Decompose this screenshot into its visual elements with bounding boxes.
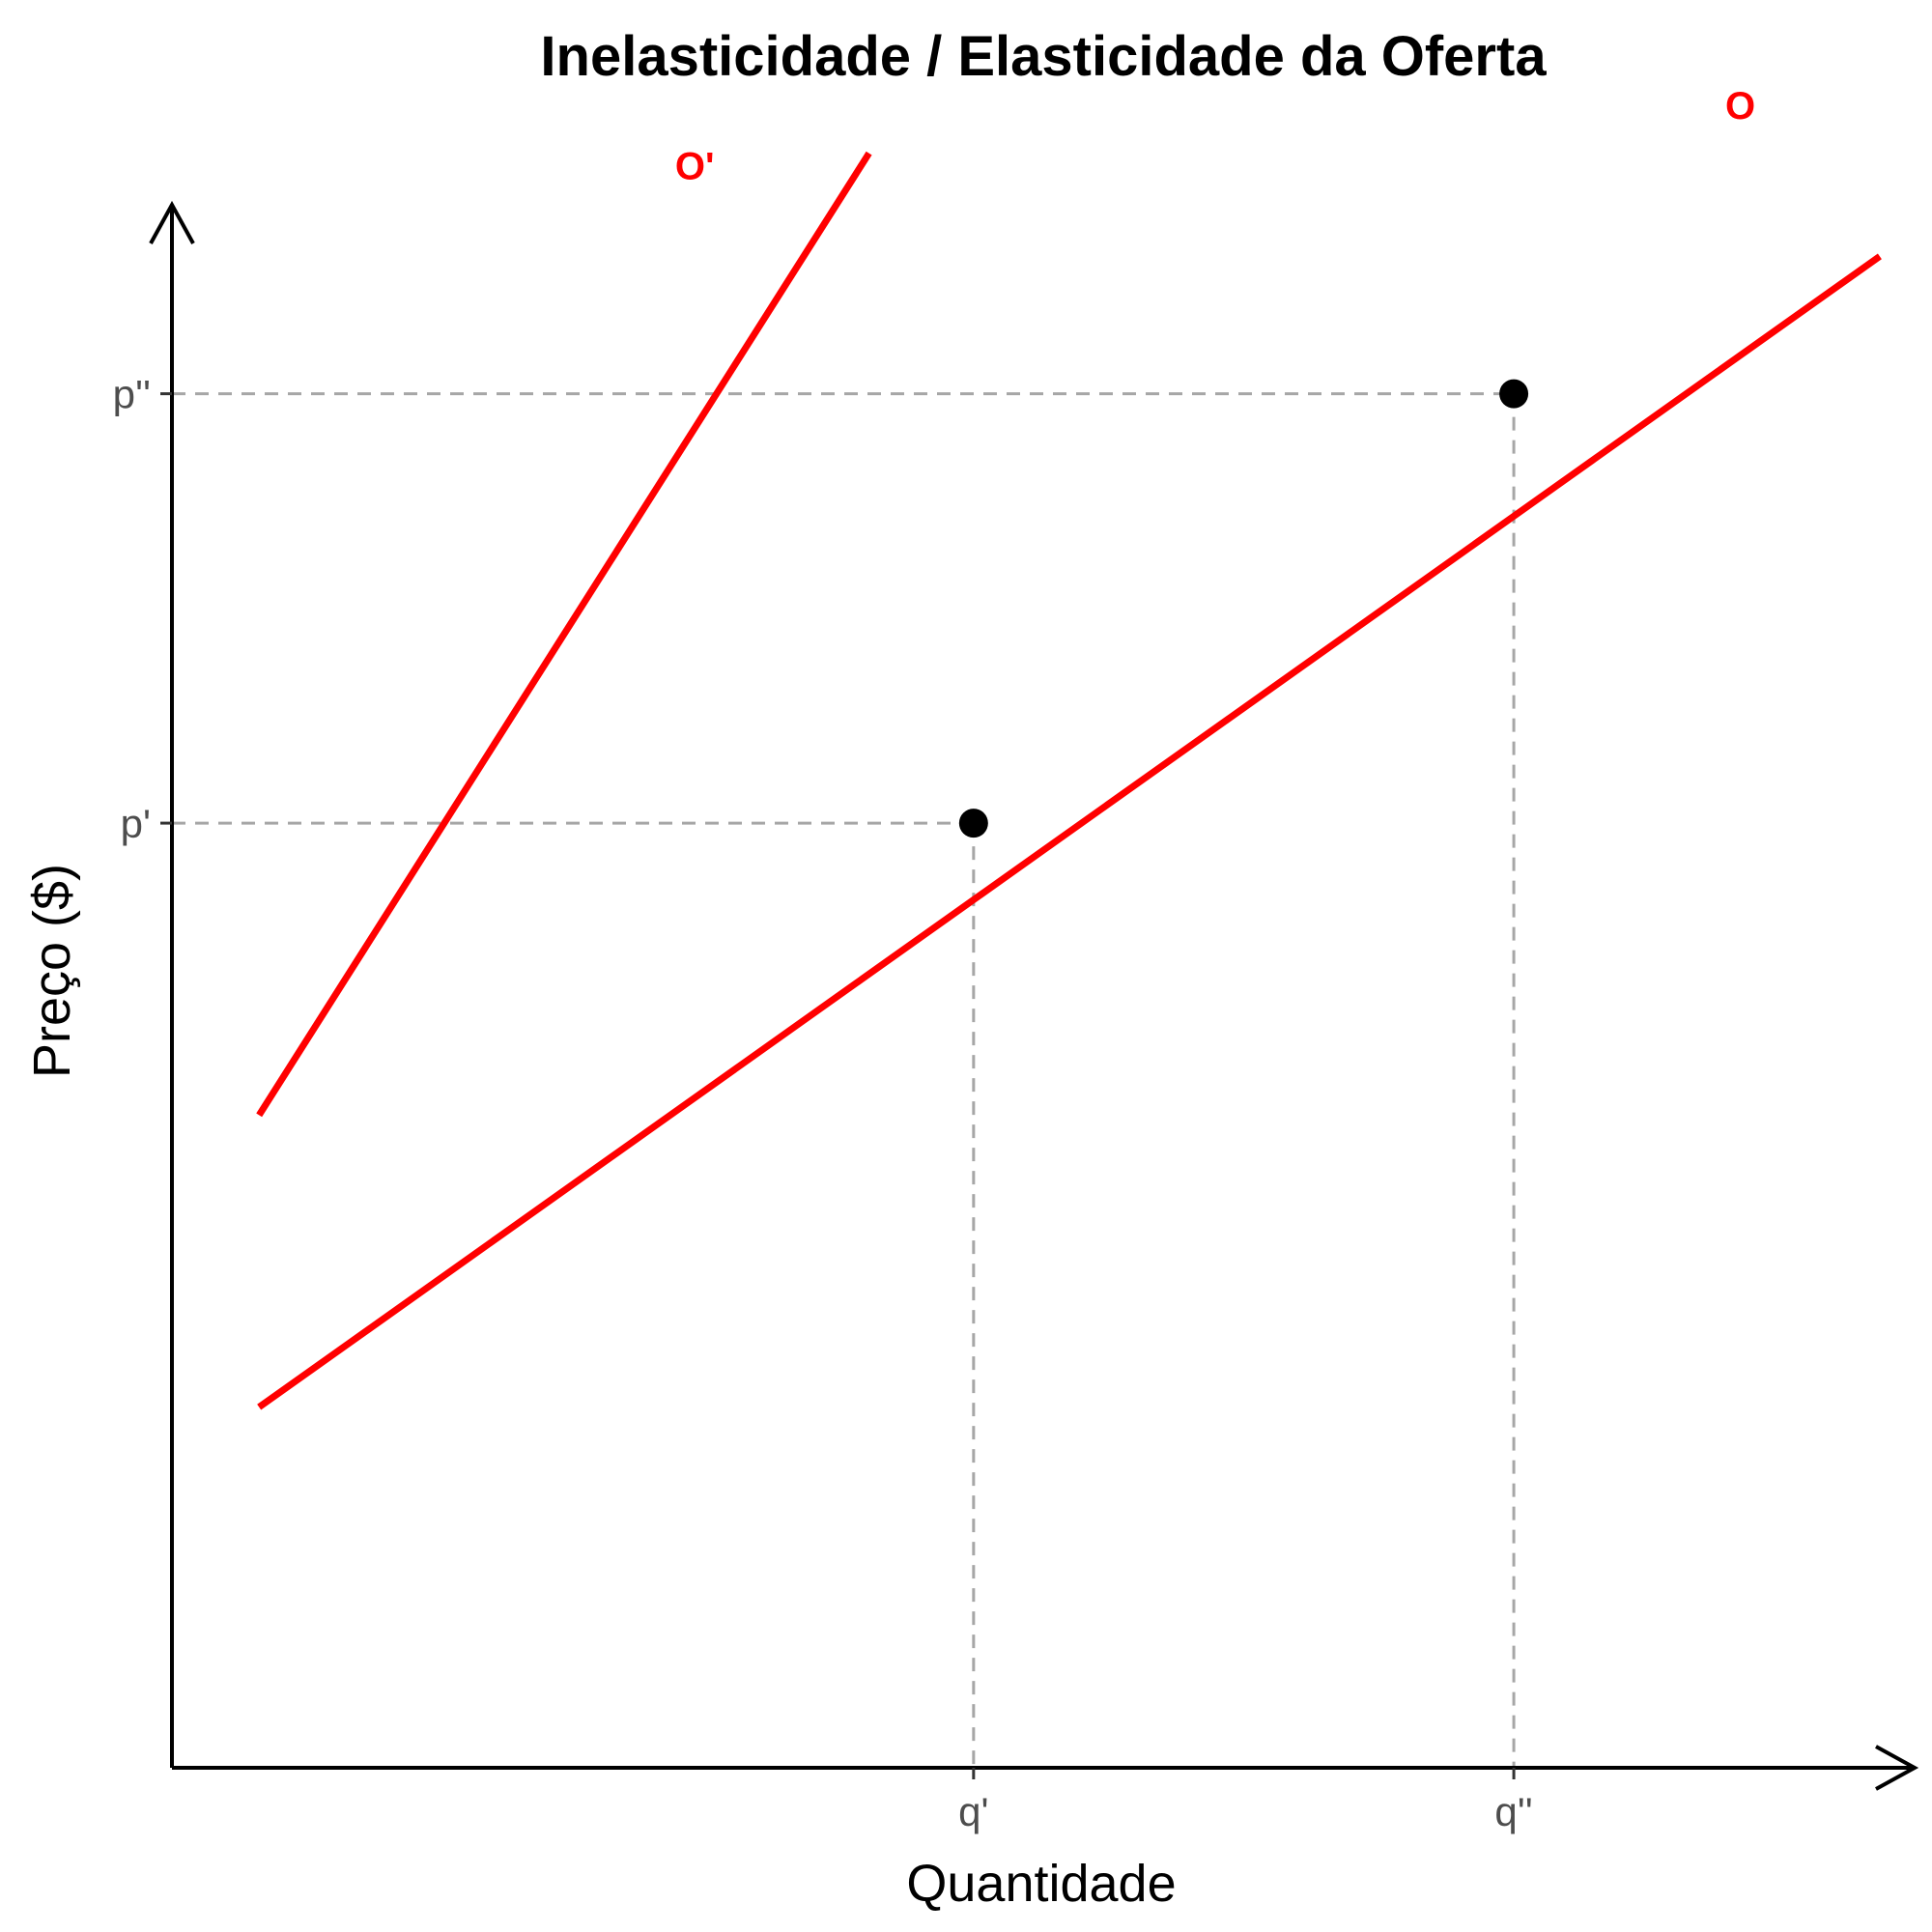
y-axis-arrow-icon: [149, 200, 195, 244]
curve-label: O': [675, 145, 715, 187]
equilibrium-point: [1499, 379, 1529, 409]
guide-lines: [172, 392, 1516, 1768]
axes: [149, 200, 1919, 1791]
x-axis-label: Quantidade: [906, 1855, 1176, 1913]
x-axis-arrow-icon: [1875, 1745, 1919, 1791]
supply-curve-line: [257, 253, 1882, 1410]
y-tick-label: p'': [113, 372, 151, 417]
axis-ticks: q' q'' p' p'': [113, 372, 1533, 1834]
y-axis-label: Preço ($): [23, 864, 81, 1078]
x-tick-label: q'': [1494, 1789, 1532, 1834]
curve-labels: O O': [675, 85, 1755, 187]
equilibrium-points: [958, 379, 1529, 838]
supply-curves: [256, 151, 1882, 1410]
x-tick-label: q': [958, 1789, 988, 1834]
equilibrium-point: [958, 809, 988, 838]
supply-curve-line: [256, 151, 872, 1118]
curve-label: O: [1725, 85, 1755, 128]
chart-title: Inelasticidade / Elasticidade da Oferta: [540, 25, 1547, 88]
y-tick-label: p': [121, 801, 151, 846]
